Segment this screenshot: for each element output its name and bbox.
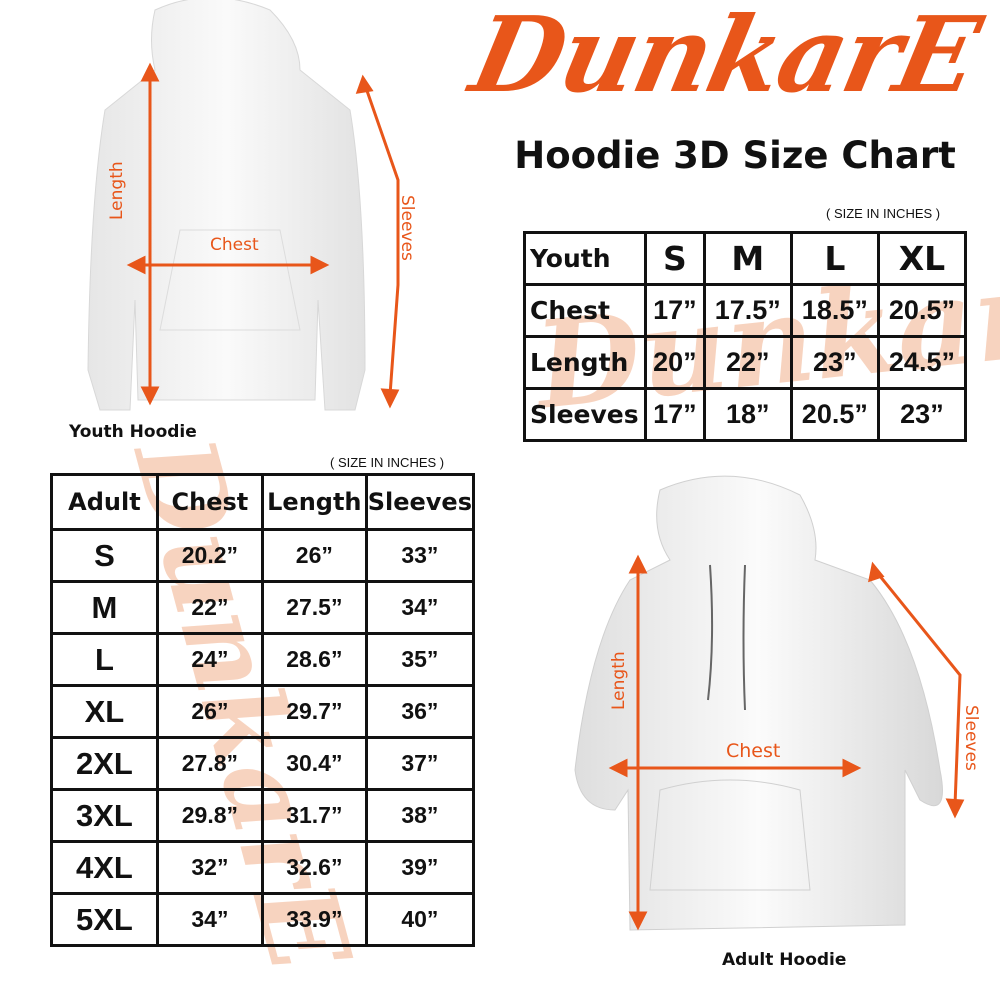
table-cell: 35” [364, 632, 476, 687]
table-row: M 22” 27.5” 34” [50, 580, 476, 635]
brand-logo: DunkarE [461, 0, 989, 116]
table-cell: 22” [155, 580, 264, 635]
row-label: Chest [523, 283, 647, 338]
column-header: Adult [50, 473, 159, 531]
table-row: Length 20” 22” 23” 24.5” [523, 335, 968, 390]
table-row: L 24” 28.6” 35” [50, 632, 476, 687]
table-cell: 29.7” [260, 684, 368, 739]
table-cell: 29.8” [155, 788, 264, 843]
size-label: S [50, 528, 159, 583]
table-cell: 27.8” [155, 736, 264, 791]
table-cell: 36” [364, 684, 476, 739]
table-row: 5XL 34” 33.9” 40” [50, 892, 476, 947]
table-cell: 20.5” [789, 387, 880, 442]
adult-sleeves-label: Sleeves [961, 705, 981, 771]
table-cell: 32.6” [260, 840, 368, 895]
table-row: XL 26” 29.7” 36” [50, 684, 476, 739]
adult-chest-label: Chest [726, 740, 780, 762]
table-cell: 18.5” [789, 283, 880, 338]
size-label: 2XL [50, 736, 159, 791]
size-header: XL [876, 231, 968, 286]
youth-chest-label: Chest [210, 235, 259, 255]
table-cell: 33” [364, 528, 476, 583]
table-cell: 18” [702, 387, 793, 442]
table-cell: 24” [155, 632, 264, 687]
size-header: S [644, 231, 706, 286]
table-cell: 33.9” [260, 892, 368, 947]
row-label: Sleeves [523, 387, 647, 442]
table-cell: 39” [364, 840, 476, 895]
table-row: Sleeves 17” 18” 20.5” 23” [523, 387, 968, 442]
table-row: 3XL 29.8” 31.7” 38” [50, 788, 476, 843]
youth-size-table: Youth S M L XL Chest 17” 17.5” 18.5” 20.… [523, 231, 968, 442]
table-row: S 20.2” 26” 33” [50, 528, 476, 583]
size-label: XL [50, 684, 159, 739]
adult-hoodie-image: Length Chest Sleeves [574, 475, 981, 931]
table-cell: 17” [644, 387, 706, 442]
table-header-row: Youth S M L XL [523, 231, 968, 286]
table-cell: 30.4” [260, 736, 368, 791]
table-header-row: Adult Chest Length Sleeves [50, 473, 476, 531]
table-cell: 27.5” [260, 580, 368, 635]
table-cell: 32” [155, 840, 264, 895]
adult-size-table: Adult Chest Length Sleeves S 20.2” 26” 33” M… [50, 473, 476, 947]
table-cell: 17.5” [702, 283, 793, 338]
youth-corner-header: Youth [523, 231, 647, 286]
size-label: 3XL [50, 788, 159, 843]
table-cell: 20.5” [876, 283, 968, 338]
table-cell: 26” [260, 528, 368, 583]
table-cell: 37” [364, 736, 476, 791]
column-header: Length [260, 473, 368, 531]
table-cell: 17” [644, 283, 706, 338]
adult-units-note: ( SIZE IN INCHES ) [330, 455, 445, 470]
size-label: L [50, 632, 159, 687]
youth-hoodie-image: Length Chest Sleeves [87, 0, 417, 411]
table-cell: 31.7” [260, 788, 368, 843]
table-cell: 23” [789, 335, 880, 390]
table-cell: 22” [702, 335, 793, 390]
table-row: 4XL 32” 32.6” 39” [50, 840, 476, 895]
column-header: Sleeves [364, 473, 476, 531]
size-label: 5XL [50, 892, 159, 947]
youth-hoodie-caption: Youth Hoodie [69, 422, 197, 442]
page-title: Hoodie 3D Size Chart [514, 134, 956, 177]
adult-length-label: Length [609, 651, 629, 710]
size-header: L [789, 231, 880, 286]
size-label: M [50, 580, 159, 635]
table-cell: 38” [364, 788, 476, 843]
youth-length-label: Length [107, 161, 127, 220]
table-cell: 23” [876, 387, 968, 442]
table-cell: 26” [155, 684, 264, 739]
size-header: M [702, 231, 793, 286]
row-label: Length [523, 335, 647, 390]
table-cell: 34” [155, 892, 264, 947]
column-header: Chest [155, 473, 264, 531]
table-row: Chest 17” 17.5” 18.5” 20.5” [523, 283, 968, 338]
table-cell: 40” [364, 892, 476, 947]
table-cell: 20.2” [155, 528, 264, 583]
youth-units-note: ( SIZE IN INCHES ) [826, 206, 941, 221]
table-cell: 34” [364, 580, 476, 635]
table-cell: 20” [644, 335, 706, 390]
youth-sleeves-label: Sleeves [397, 195, 417, 261]
table-row: 2XL 27.8” 30.4” 37” [50, 736, 476, 791]
adult-hoodie-caption: Adult Hoodie [722, 950, 847, 970]
table-cell: 24.5” [876, 335, 968, 390]
size-label: 4XL [50, 840, 159, 895]
table-cell: 28.6” [260, 632, 368, 687]
